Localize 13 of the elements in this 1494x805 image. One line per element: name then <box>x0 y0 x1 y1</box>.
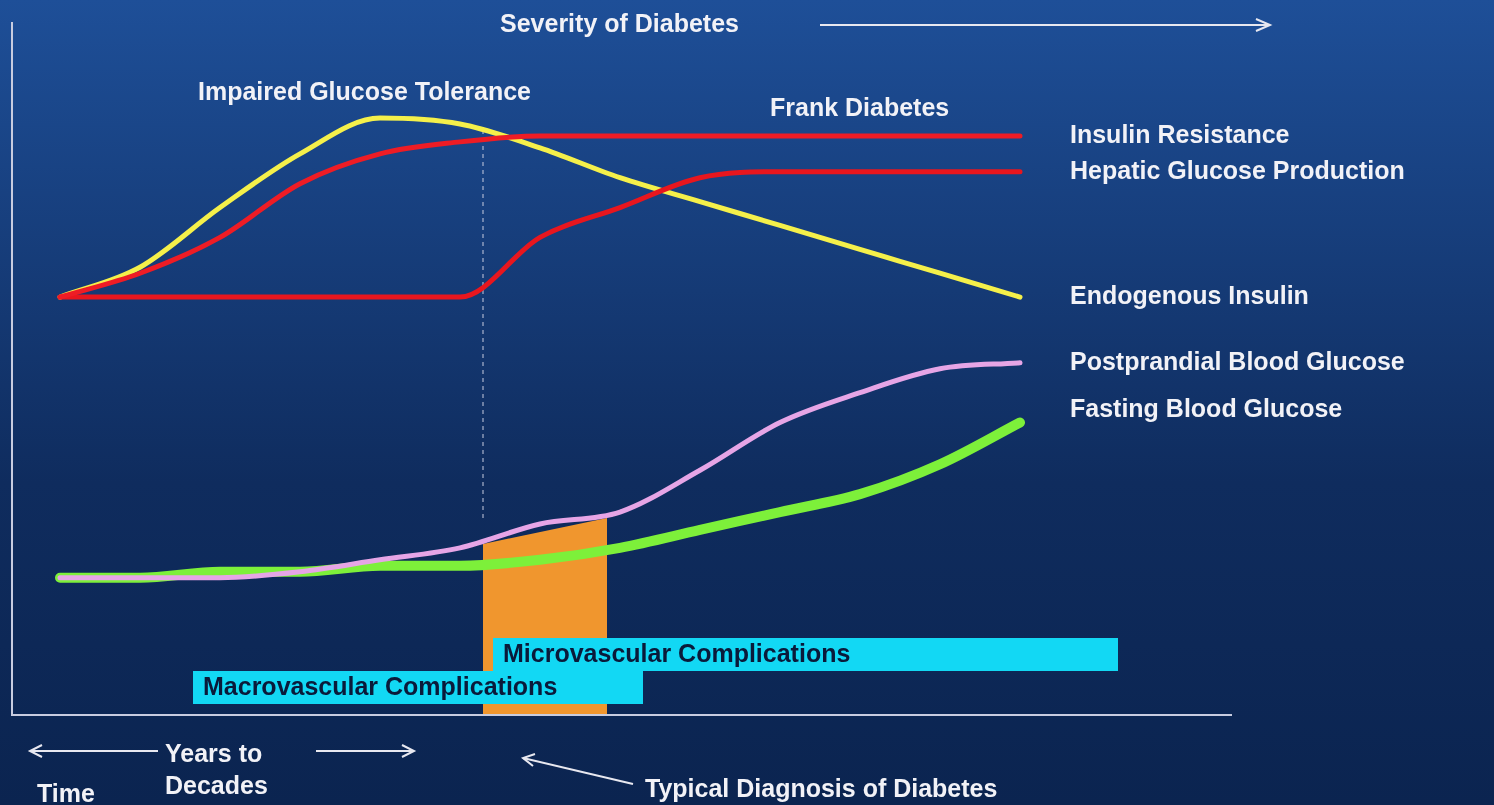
text: Postprandial Blood Glucose <box>1070 346 1405 375</box>
text: Impaired Glucose Tolerance <box>198 76 531 106</box>
text: Endogenous Insulin <box>1070 280 1309 309</box>
text: Insulin Resistance <box>1070 119 1290 148</box>
text: Time <box>37 778 95 805</box>
text: Years to Decades <box>165 738 269 801</box>
text: Hepatic Glucose Production <box>1070 155 1405 184</box>
annotation: Frank Diabetes <box>770 92 950 122</box>
text: Typical Diagnosis of Diabetes <box>645 773 998 803</box>
chart-title: Severity of Diabetes <box>500 8 739 38</box>
label-box: Microvascular Complications <box>493 638 1118 671</box>
text: Fasting Blood Glucose <box>1070 394 1343 423</box>
label-box: Macrovascular Complications <box>193 671 643 704</box>
